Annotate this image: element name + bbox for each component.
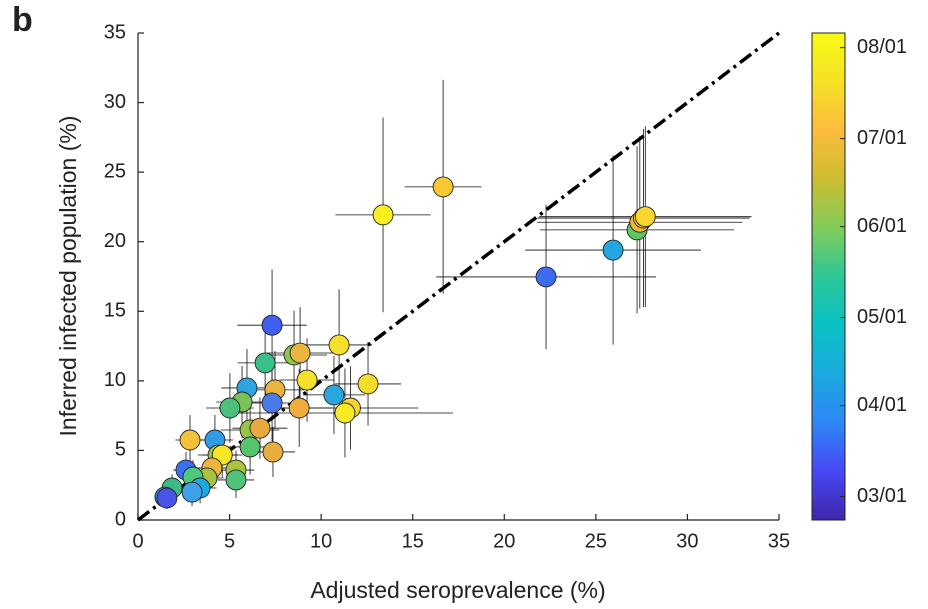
y-tick-label: 5	[115, 439, 126, 461]
point	[181, 481, 203, 503]
point	[261, 392, 283, 414]
identity-line	[136, 31, 781, 522]
y-tick-label: 10	[104, 369, 126, 391]
point	[262, 441, 284, 463]
panel-label: b	[12, 1, 33, 39]
point	[156, 487, 178, 509]
x-tick-label: 15	[402, 530, 424, 552]
point	[334, 402, 356, 424]
y-tick-label: 35	[104, 21, 126, 43]
point	[288, 397, 310, 419]
colorbar-tick-label: 08/01	[857, 36, 907, 58]
x-tick-label: 20	[493, 530, 515, 552]
point	[535, 266, 557, 288]
x-tick-label: 10	[310, 530, 332, 552]
colorbar-tick-label: 03/01	[857, 485, 907, 507]
point	[323, 384, 345, 406]
point	[219, 397, 241, 419]
x-tick-label: 0	[132, 530, 143, 552]
point	[289, 342, 311, 364]
y-tick-label: 30	[104, 91, 126, 113]
x-tick-label: 25	[585, 530, 607, 552]
colorbar-tick-label: 07/01	[857, 127, 907, 149]
point	[249, 417, 271, 439]
point	[296, 369, 318, 391]
point	[225, 469, 247, 491]
x-tick-label: 30	[676, 530, 698, 552]
point	[602, 239, 624, 261]
point	[634, 206, 656, 228]
colorbar-tick-label: 06/01	[857, 215, 907, 237]
point	[179, 429, 201, 451]
point	[239, 436, 261, 458]
y-tick-label: 15	[104, 300, 126, 322]
point	[254, 352, 276, 374]
point	[372, 204, 394, 226]
y-axis-label: Inferred infected population (%)	[55, 116, 81, 437]
colorbar-tick-label: 04/01	[857, 394, 907, 416]
point	[432, 176, 454, 198]
y-tick-label: 20	[104, 230, 126, 252]
x-tick-label: 5	[224, 530, 235, 552]
point	[357, 373, 379, 395]
y-tick-label: 25	[104, 160, 126, 182]
y-tick-label: 0	[115, 508, 126, 530]
x-tick-label: 35	[768, 530, 790, 552]
colorbar	[811, 32, 846, 521]
x-axis-label: Adjusted seroprevalence (%)	[310, 577, 605, 603]
colorbar-tick-label: 05/01	[857, 306, 907, 328]
point	[261, 314, 283, 336]
point	[328, 334, 350, 356]
